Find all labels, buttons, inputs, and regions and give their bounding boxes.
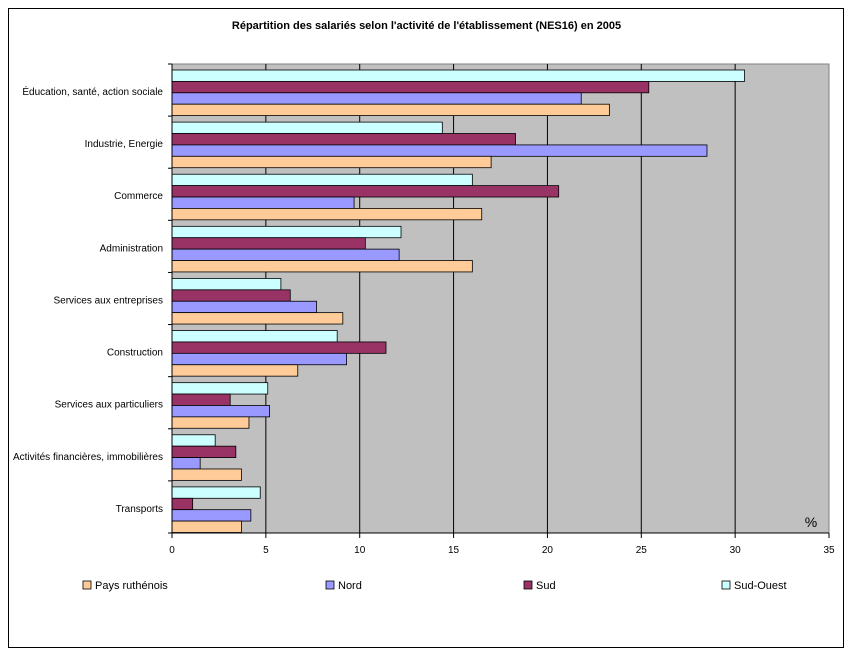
unit-label: % [805,514,817,530]
category-label: Industrie, Energie [85,139,164,150]
legend-swatch [82,580,92,590]
category-label: Éducation, santé, action sociale [22,85,163,98]
bar [171,520,242,533]
x-tick-label: 25 [636,545,648,556]
legend-label: Sud [536,580,556,592]
bar [171,225,402,239]
bar [171,468,242,481]
legend-swatch [523,580,533,590]
bar [171,382,269,395]
bar [171,509,252,522]
x-tick-label: 15 [448,545,460,556]
category-label: Services aux particuliers [55,400,163,411]
bar [171,341,387,354]
bar [171,260,473,273]
bar [171,103,610,116]
x-tick-label: 30 [730,545,742,556]
bar [171,69,745,82]
bar [171,248,400,261]
bar [171,457,201,470]
bar [171,144,708,157]
legend-swatch [325,580,335,590]
bar [171,237,366,250]
bar [171,486,261,499]
bar [171,497,194,511]
bar [171,352,347,366]
x-tick-label: 10 [354,545,366,556]
x-tick-label: 0 [169,545,175,556]
bar [171,133,516,146]
bar [171,405,271,418]
bar [171,300,317,314]
bar [171,445,237,458]
bar [171,208,483,221]
bar [171,289,291,302]
bar [171,81,650,94]
legend-label: Pays ruthénois [95,580,168,592]
bar [171,312,344,325]
bar [171,330,338,343]
bar [171,92,582,105]
category-label: Administration [100,243,163,254]
chart-title: Répartition des salariés selon l'activit… [231,20,622,32]
bar [171,364,299,377]
category-label: Construction [107,348,163,359]
legend-swatch [721,580,731,590]
category-label: Transports [116,504,163,515]
bar [171,416,250,429]
bar [171,185,560,198]
category-label: Activités financières, immobilières [13,452,163,463]
legend-label: Sud-Ouest [734,580,787,592]
x-tick-label: 5 [263,545,269,556]
category-label: Commerce [114,191,163,202]
bar [171,196,355,209]
bar [171,278,282,291]
bar [171,393,231,406]
bar [171,434,216,447]
legend-label: Nord [338,580,362,592]
bar [171,155,492,169]
category-label: Services aux entreprises [54,295,164,306]
bar [171,173,473,187]
bar-chart: Éducation, santé, action sociale Industri… [13,63,835,592]
x-tick-label: 20 [542,545,554,556]
x-tick-label: 35 [823,545,835,556]
bar [171,121,443,134]
